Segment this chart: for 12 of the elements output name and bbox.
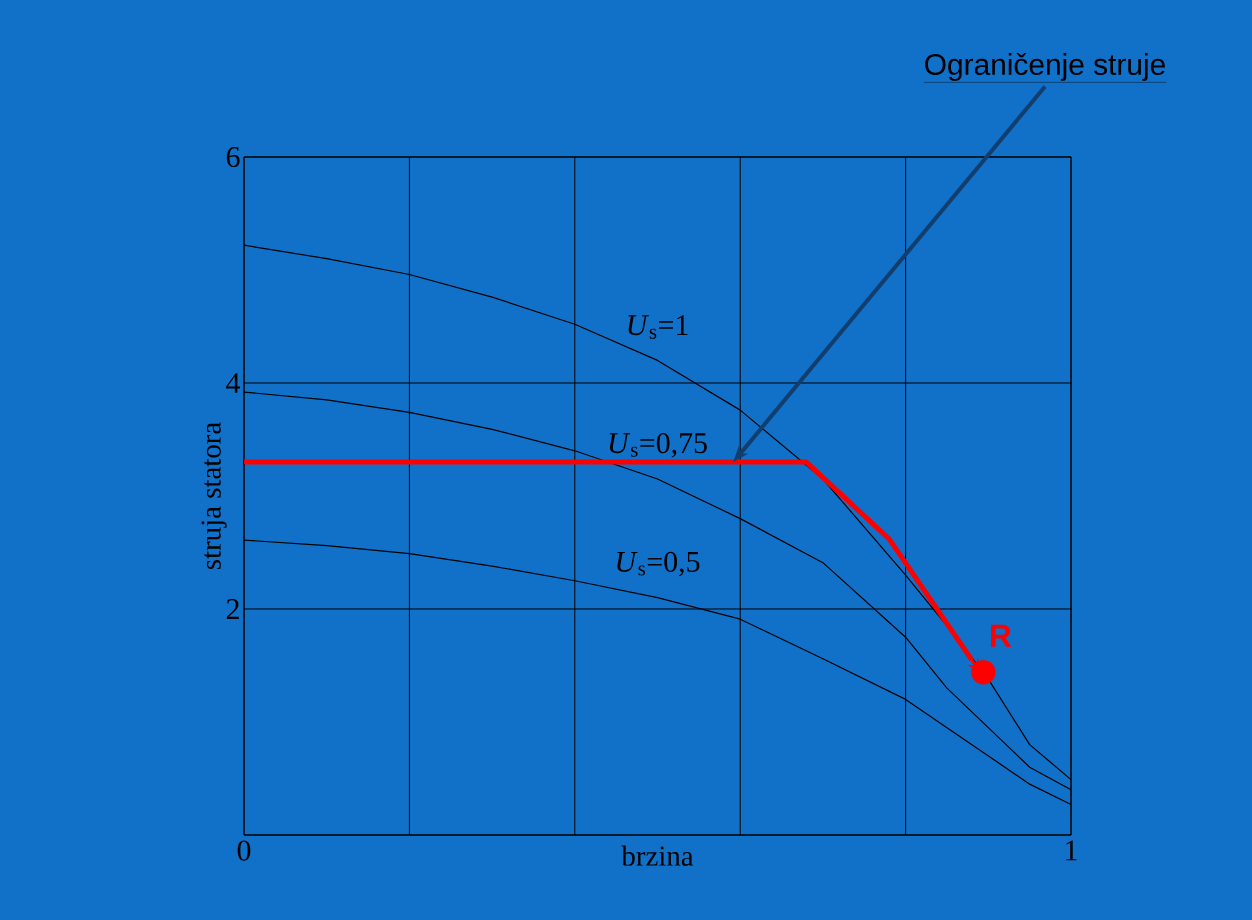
annotation: R (990, 624, 1012, 647)
x-tick-label: 0 (237, 840, 251, 861)
x-axis-title: brzina (621, 845, 694, 866)
y-tick-label: 4 (226, 373, 241, 393)
series-label: U$_{s}$=0,5 (617, 551, 700, 577)
y-axis-title: struja statora (201, 422, 227, 570)
series-label: U$_{s}$=0,75 (609, 433, 707, 458)
text: Ograničenje struje (925, 53, 1165, 81)
x-tick-label: 1 (1066, 840, 1077, 861)
series-label: U$_{s}$=1 (628, 315, 688, 339)
y-tick-label: 6 (226, 146, 240, 168)
y-tick-label: 2 (226, 599, 239, 619)
